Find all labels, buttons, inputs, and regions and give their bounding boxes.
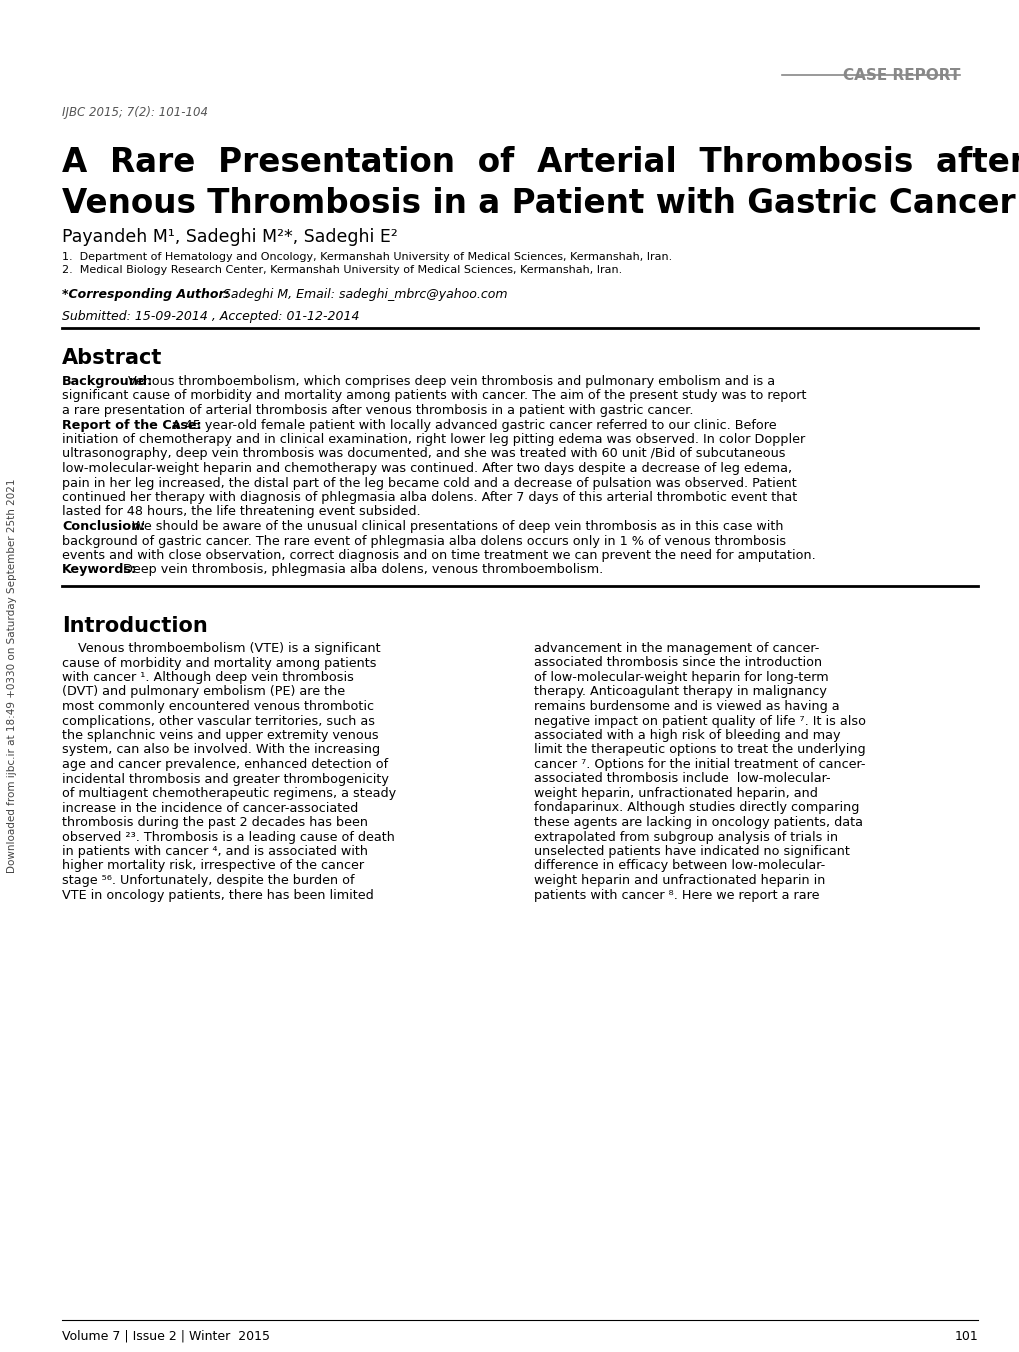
Text: therapy. Anticoagulant therapy in malignancy: therapy. Anticoagulant therapy in malign… bbox=[534, 685, 826, 699]
Text: in patients with cancer ⁴, and is associated with: in patients with cancer ⁴, and is associ… bbox=[62, 845, 368, 859]
Text: Payandeh M¹, Sadeghi M²*, Sadeghi E²: Payandeh M¹, Sadeghi M²*, Sadeghi E² bbox=[62, 228, 397, 246]
Text: of low-molecular-weight heparin for long-term: of low-molecular-weight heparin for long… bbox=[534, 671, 827, 684]
Text: unselected patients have indicated no significant: unselected patients have indicated no si… bbox=[534, 845, 849, 859]
Text: Downloaded from ijbc.ir at 18:49 +0330 on Saturday September 25th 2021: Downloaded from ijbc.ir at 18:49 +0330 o… bbox=[7, 479, 17, 873]
Text: advancement in the management of cancer-: advancement in the management of cancer- bbox=[534, 642, 818, 654]
Text: VTE in oncology patients, there has been limited: VTE in oncology patients, there has been… bbox=[62, 888, 373, 902]
Text: complications, other vascular territories, such as: complications, other vascular territorie… bbox=[62, 714, 375, 727]
Text: events and with close observation, correct diagnosis and on time treatment we ca: events and with close observation, corre… bbox=[62, 549, 815, 562]
Text: system, can also be involved. With the increasing: system, can also be involved. With the i… bbox=[62, 744, 380, 757]
Text: 101: 101 bbox=[954, 1330, 977, 1343]
Text: age and cancer prevalence, enhanced detection of: age and cancer prevalence, enhanced dete… bbox=[62, 758, 388, 771]
Text: limit the therapeutic options to treat the underlying: limit the therapeutic options to treat t… bbox=[534, 744, 865, 757]
Text: initiation of chemotherapy and in clinical examination, right lower leg pitting : initiation of chemotherapy and in clinic… bbox=[62, 433, 804, 446]
Text: Conclusion:: Conclusion: bbox=[62, 521, 146, 533]
Text: Sadeghi M, Email: sadeghi_mbrc@yahoo.com: Sadeghi M, Email: sadeghi_mbrc@yahoo.com bbox=[219, 288, 507, 301]
Text: Venous Thrombosis in a Patient with Gastric Cancer: Venous Thrombosis in a Patient with Gast… bbox=[62, 187, 1015, 220]
Text: increase in the incidence of cancer-associated: increase in the incidence of cancer-asso… bbox=[62, 802, 358, 814]
Text: Venous thromboembolism (VTE) is a significant: Venous thromboembolism (VTE) is a signif… bbox=[62, 642, 380, 654]
Text: a rare presentation of arterial thrombosis after venous thrombosis in a patient : a rare presentation of arterial thrombos… bbox=[62, 404, 693, 416]
Text: low-molecular-weight heparin and chemotherapy was continued. After two days desp: low-molecular-weight heparin and chemoth… bbox=[62, 462, 792, 475]
Text: Introduction: Introduction bbox=[62, 617, 208, 635]
Text: patients with cancer ⁸. Here we report a rare: patients with cancer ⁸. Here we report a… bbox=[534, 888, 818, 902]
Text: (DVT) and pulmonary embolism (PE) are the: (DVT) and pulmonary embolism (PE) are th… bbox=[62, 685, 344, 699]
Text: significant cause of morbidity and mortality among patients with cancer. The aim: significant cause of morbidity and morta… bbox=[62, 389, 806, 403]
Text: associated thrombosis since the introduction: associated thrombosis since the introduc… bbox=[534, 657, 821, 669]
Text: remains burdensome and is viewed as having a: remains burdensome and is viewed as havi… bbox=[534, 700, 839, 713]
Text: cancer ⁷. Options for the initial treatment of cancer-: cancer ⁷. Options for the initial treatm… bbox=[534, 758, 865, 771]
Text: with cancer ¹. Although deep vein thrombosis: with cancer ¹. Although deep vein thromb… bbox=[62, 671, 354, 684]
Text: A 45 year-old female patient with locally advanced gastric cancer referred to ou: A 45 year-old female patient with locall… bbox=[172, 419, 775, 431]
Text: cause of morbidity and mortality among patients: cause of morbidity and mortality among p… bbox=[62, 657, 376, 669]
Text: continued her therapy with diagnosis of phlegmasia alba dolens. After 7 days of : continued her therapy with diagnosis of … bbox=[62, 491, 797, 504]
Text: Background:: Background: bbox=[62, 375, 153, 388]
Text: Report of the Case:: Report of the Case: bbox=[62, 419, 202, 431]
Text: difference in efficacy between low-molecular-: difference in efficacy between low-molec… bbox=[534, 860, 824, 872]
Text: weight heparin, unfractionated heparin, and: weight heparin, unfractionated heparin, … bbox=[534, 787, 817, 800]
Text: negative impact on patient quality of life ⁷. It is also: negative impact on patient quality of li… bbox=[534, 714, 865, 727]
Text: thrombosis during the past 2 decades has been: thrombosis during the past 2 decades has… bbox=[62, 817, 368, 829]
Text: We should be aware of the unusual clinical presentations of deep vein thrombosis: We should be aware of the unusual clinic… bbox=[131, 521, 783, 533]
Text: A  Rare  Presentation  of  Arterial  Thrombosis  after: A Rare Presentation of Arterial Thrombos… bbox=[62, 146, 1019, 178]
Text: Venous thromboembolism, which comprises deep vein thrombosis and pulmonary embol: Venous thromboembolism, which comprises … bbox=[127, 375, 774, 388]
Text: associated thrombosis include  low-molecular-: associated thrombosis include low-molecu… bbox=[534, 772, 829, 786]
Text: 1.  Department of Hematology and Oncology, Kermanshah University of Medical Scie: 1. Department of Hematology and Oncology… bbox=[62, 251, 672, 262]
Text: stage ⁵⁶. Unfortunately, despite the burden of: stage ⁵⁶. Unfortunately, despite the bur… bbox=[62, 873, 355, 887]
Text: the splanchnic veins and upper extremity venous: the splanchnic veins and upper extremity… bbox=[62, 729, 378, 742]
Text: pain in her leg increased, the distal part of the leg became cold and a decrease: pain in her leg increased, the distal pa… bbox=[62, 476, 796, 489]
Text: of multiagent chemotherapeutic regimens, a steady: of multiagent chemotherapeutic regimens,… bbox=[62, 787, 395, 800]
Text: fondaparinux. Although studies directly comparing: fondaparinux. Although studies directly … bbox=[534, 802, 859, 814]
Text: ultrasonography, deep vein thrombosis was documented, and she was treated with 6: ultrasonography, deep vein thrombosis wa… bbox=[62, 448, 785, 461]
Text: Submitted: 15-09-2014 , Accepted: 01-12-2014: Submitted: 15-09-2014 , Accepted: 01-12-… bbox=[62, 310, 359, 323]
Text: most commonly encountered venous thrombotic: most commonly encountered venous thrombo… bbox=[62, 700, 374, 713]
Text: CASE REPORT: CASE REPORT bbox=[842, 68, 959, 82]
Text: IJBC 2015; 7(2): 101-104: IJBC 2015; 7(2): 101-104 bbox=[62, 105, 208, 119]
Text: higher mortality risk, irrespective of the cancer: higher mortality risk, irrespective of t… bbox=[62, 860, 364, 872]
Text: 2.  Medical Biology Research Center, Kermanshah University of Medical Sciences, : 2. Medical Biology Research Center, Kerm… bbox=[62, 265, 622, 274]
Text: Keywords:: Keywords: bbox=[62, 564, 137, 576]
Text: lasted for 48 hours, the life threatening event subsided.: lasted for 48 hours, the life threatenin… bbox=[62, 506, 420, 519]
Text: associated with a high risk of bleeding and may: associated with a high risk of bleeding … bbox=[534, 729, 840, 742]
Text: incidental thrombosis and greater thrombogenicity: incidental thrombosis and greater thromb… bbox=[62, 772, 388, 786]
Text: background of gastric cancer. The rare event of phlegmasia alba dolens occurs on: background of gastric cancer. The rare e… bbox=[62, 534, 786, 548]
Text: extrapolated from subgroup analysis of trials in: extrapolated from subgroup analysis of t… bbox=[534, 830, 838, 844]
Text: Volume 7 | Issue 2 | Winter  2015: Volume 7 | Issue 2 | Winter 2015 bbox=[62, 1330, 270, 1343]
Text: weight heparin and unfractionated heparin in: weight heparin and unfractionated hepari… bbox=[534, 873, 824, 887]
Text: *Corresponding Author:: *Corresponding Author: bbox=[62, 288, 229, 301]
Text: these agents are lacking in oncology patients, data: these agents are lacking in oncology pat… bbox=[534, 817, 862, 829]
Text: observed ²³. Thrombosis is a leading cause of death: observed ²³. Thrombosis is a leading cau… bbox=[62, 830, 394, 844]
Text: Deep vein thrombosis, phlegmasia alba dolens, venous thromboembolism.: Deep vein thrombosis, phlegmasia alba do… bbox=[119, 564, 602, 576]
Text: Abstract: Abstract bbox=[62, 347, 162, 368]
